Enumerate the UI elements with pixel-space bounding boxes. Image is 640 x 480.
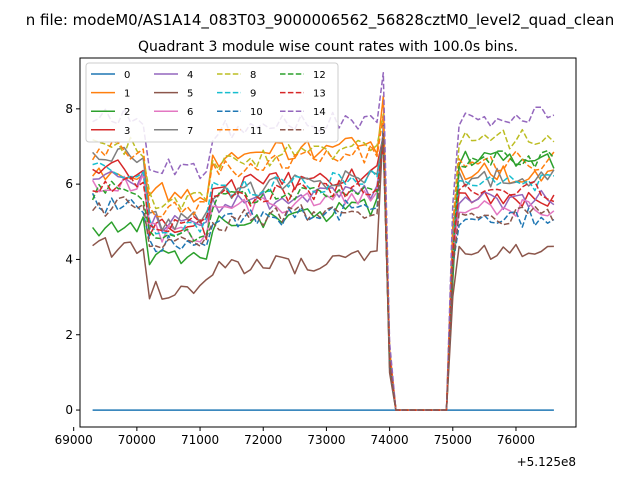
series-line-14 <box>92 71 555 411</box>
series-line-10 <box>91 128 555 411</box>
series-line-8 <box>92 113 555 411</box>
legend-label-15: 15 <box>313 126 326 137</box>
legend-label-10: 10 <box>250 107 263 118</box>
series-line-7 <box>92 134 555 411</box>
x-tick-label: 73000 <box>307 433 345 447</box>
series-line-1 <box>92 95 555 411</box>
legend-label-1: 1 <box>124 89 130 100</box>
x-tick-label: 69000 <box>55 433 93 447</box>
series-line-6 <box>91 129 555 411</box>
legend-label-7: 7 <box>187 126 193 137</box>
series-line-9 <box>92 144 555 411</box>
legend-label-6: 6 <box>187 107 193 118</box>
legend-label-4: 4 <box>187 70 193 81</box>
y-tick-label: 8 <box>65 102 73 116</box>
x-tick-label: 71000 <box>181 433 219 447</box>
series-line-13 <box>92 143 555 411</box>
x-tick-label: 72000 <box>244 433 282 447</box>
legend-label-5: 5 <box>187 89 193 100</box>
series-line-5 <box>92 124 554 411</box>
legend-label-13: 13 <box>313 89 326 100</box>
series-line-15 <box>92 132 555 411</box>
y-tick-label: 6 <box>65 177 73 191</box>
series-line-12 <box>91 138 555 411</box>
legend-label-11: 11 <box>250 126 263 137</box>
series-line-11 <box>91 115 555 411</box>
legend-label-0: 0 <box>124 70 130 81</box>
y-tick-label: 4 <box>65 252 73 266</box>
legend-label-9: 9 <box>250 89 256 100</box>
series-line-4 <box>92 140 555 411</box>
legend-label-12: 12 <box>313 70 326 81</box>
legend-label-8: 8 <box>250 70 256 81</box>
series-lines <box>91 71 555 411</box>
x-tick-label: 75000 <box>434 433 472 447</box>
chart-title: Quadrant 3 module wise count rates with … <box>138 39 518 55</box>
suptitle: n file: modeM0/AS1A14_083T03_9000006562_… <box>26 11 615 30</box>
y-tick-label: 0 <box>65 403 73 417</box>
legend-label-2: 2 <box>124 107 130 118</box>
x-tick-label: 76000 <box>497 433 535 447</box>
y-tick-label: 2 <box>65 328 73 342</box>
legend-label-14: 14 <box>313 107 326 118</box>
x-tick-label: 74000 <box>371 433 409 447</box>
legend-frame <box>85 62 339 143</box>
legend-label-3: 3 <box>124 126 130 137</box>
x-offset-label: +5.125e8 <box>517 455 576 469</box>
series-line-2 <box>92 130 555 411</box>
plot-frame <box>79 57 577 428</box>
x-tick-label: 70000 <box>118 433 156 447</box>
axes: 69000 70000 71000 72000 73000 74000 75000 76000… <box>55 102 535 447</box>
